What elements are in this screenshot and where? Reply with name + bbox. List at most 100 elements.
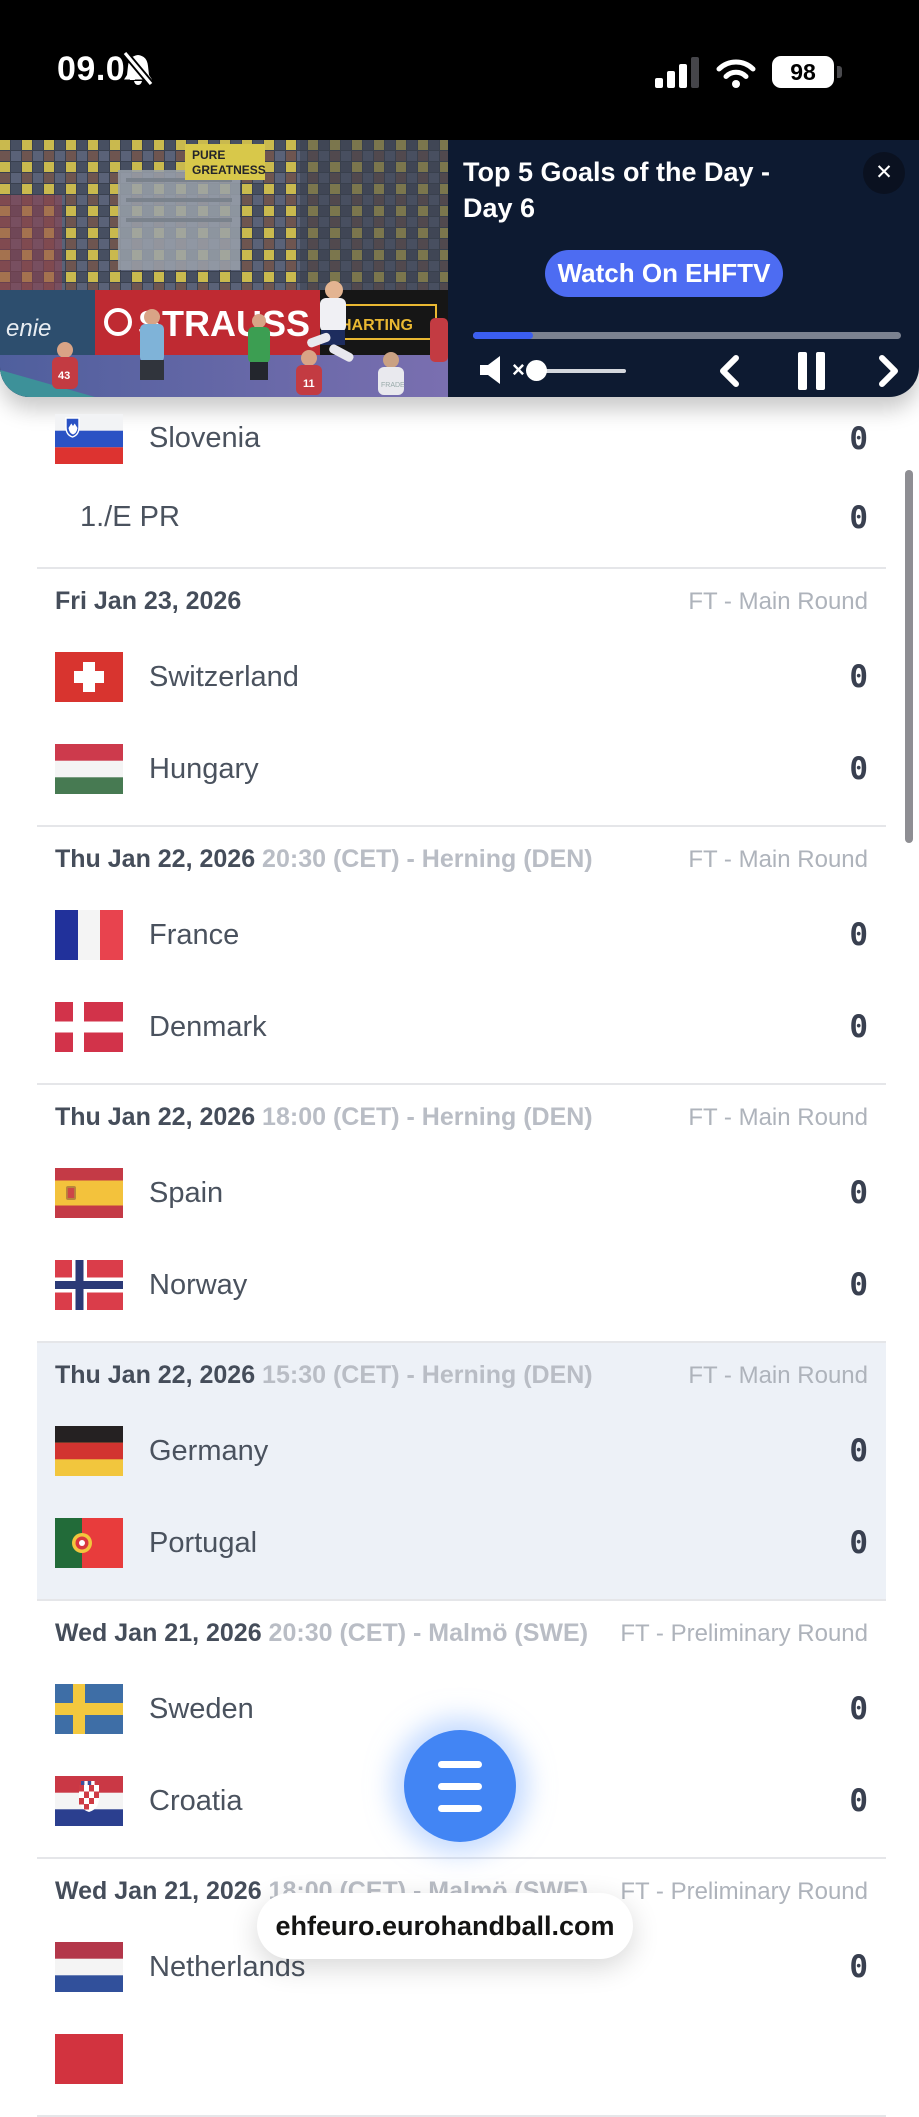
team-row[interactable]: Sweden 0 (55, 1663, 868, 1755)
scrollbar-thumb[interactable] (905, 470, 913, 843)
team-row[interactable]: Portugal 0 (55, 1497, 868, 1589)
team-score: 0 (849, 1175, 868, 1211)
match-time-venue: 20:30 (CET) - Herning (DEN) (255, 845, 593, 873)
next-icon[interactable] (876, 354, 902, 388)
team-flag-icon (55, 1426, 123, 1476)
match-status: FT - Preliminary Round (620, 1620, 868, 1647)
team-name: Croatia (149, 1784, 243, 1817)
match-header: Wed Jan 21, 2026 20:30 (CET) - Malmö (SW… (55, 1619, 868, 1651)
team-flag-icon (55, 652, 123, 702)
team-score: 0 (849, 659, 868, 695)
team-row[interactable]: 1./E PR 0 (55, 478, 868, 557)
svg-text:STRAUSS: STRAUSS (138, 303, 310, 344)
team-score: 0 (849, 1949, 868, 1985)
team-row[interactable]: Norway 0 (55, 1239, 868, 1331)
match-time-venue: 15:30 (CET) - Herning (DEN) (255, 1361, 593, 1389)
team-name: Germany (149, 1434, 269, 1467)
team-flag-icon (55, 1942, 123, 1992)
close-icon[interactable]: ✕ (863, 152, 905, 194)
team-name: Hungary (149, 752, 259, 785)
svg-text:11: 11 (303, 378, 315, 390)
video-title: Top 5 Goals of the Day - Day 6 (463, 157, 771, 223)
match-header: Fri Jan 23, 2026 FT - Main Round (55, 587, 868, 619)
team-row[interactable]: Slovenia 0 (55, 399, 868, 478)
team-row[interactable]: Switzerland 0 (55, 631, 868, 723)
team-flag-icon (55, 1684, 123, 1734)
volume-slider[interactable] (536, 369, 626, 373)
team-score: 0 (849, 1691, 868, 1727)
match-header: Thu Jan 22, 2026 15:30 (CET) - Herning (… (55, 1361, 868, 1393)
match-status: FT - Main Round (688, 1104, 868, 1131)
team-flag-icon (55, 744, 123, 794)
team-flag-icon (55, 1518, 123, 1568)
team-flag-icon (55, 2034, 123, 2084)
team-name: Spain (149, 1176, 224, 1209)
match-status: FT - Preliminary Round (620, 1878, 868, 1905)
match-section: Slovenia 0 1./E PR 0 (37, 397, 886, 569)
match-header: Thu Jan 22, 2026 20:30 (CET) - Herning (… (55, 845, 868, 877)
match-date: Thu Jan 22, 2026 15:30 (CET) - Herning (… (55, 1361, 593, 1389)
match-section: Thu Jan 22, 2026 20:30 (CET) - Herning (… (37, 827, 886, 1085)
team-row[interactable]: Netherlands 0 (55, 1921, 868, 2013)
url-pill[interactable]: ehfeuro.eurohandball.com (257, 1893, 633, 1959)
video-progress-fill (473, 332, 533, 339)
mute-speaker-icon[interactable] (478, 354, 510, 386)
match-date: Wed Jan 21, 2026 20:30 (CET) - Malmö (SW… (55, 1619, 589, 1647)
team-row[interactable]: Spain 0 (55, 1147, 868, 1239)
team-name: Denmark (149, 1010, 267, 1043)
team-name: Switzerland (149, 660, 299, 693)
video-overlay-card: PURE GREATNESS enie STRAUSS HARTING 43 (0, 140, 919, 397)
team-name: 1./E PR (80, 501, 180, 533)
match-section: Wed Jan 21, 2026 20:30 (CET) - Malmö (SW… (37, 1601, 886, 1859)
wifi-icon (716, 59, 756, 88)
previous-icon[interactable] (716, 354, 742, 388)
team-score: 0 (849, 499, 868, 536)
team-row[interactable] (55, 2013, 868, 2105)
match-list: Slovenia 0 1./E PR 0 Fri Jan 23, 2026 FT - Ma… (37, 397, 886, 2117)
battery-nub (837, 66, 842, 78)
team-name: France (149, 918, 240, 951)
video-panel: Top 5 Goals of the Day - Day 6 ✕ Watch O… (448, 140, 919, 397)
match-date: Thu Jan 22, 2026 20:30 (CET) - Herning (… (55, 845, 593, 873)
team-row[interactable]: Germany 0 (55, 1405, 868, 1497)
team-score: 0 (849, 751, 868, 787)
team-flag-icon (55, 910, 123, 960)
video-controls: × (448, 348, 919, 395)
video-progress-bar[interactable] (473, 332, 901, 339)
svg-text:PURE: PURE (192, 148, 225, 162)
volume-knob[interactable] (526, 360, 547, 381)
team-name: Sweden (149, 1692, 254, 1725)
match-section: Thu Jan 22, 2026 15:30 (CET) - Herning (… (37, 1343, 886, 1601)
match-status: FT - Main Round (688, 846, 868, 873)
match-date: Fri Jan 23, 2026 (55, 587, 242, 615)
match-section: Fri Jan 23, 2026 FT - Main Round Switzerla… (37, 569, 886, 827)
svg-text:HARTING: HARTING (340, 317, 413, 334)
menu-fab-button[interactable] (404, 1730, 516, 1842)
match-date: Thu Jan 22, 2026 18:00 (CET) - Herning (… (55, 1103, 593, 1131)
match-status: FT - Main Round (688, 1362, 868, 1389)
pause-icon[interactable] (796, 352, 828, 390)
team-row[interactable]: Croatia 0 (55, 1755, 868, 1847)
cellular-signal-icon (655, 57, 699, 88)
team-flag-icon (55, 1260, 123, 1310)
team-score: 0 (849, 917, 868, 953)
team-row[interactable]: France 0 (55, 889, 868, 981)
team-row[interactable]: Denmark 0 (55, 981, 868, 1073)
watch-on-ehftv-button[interactable]: Watch On EHFTV (545, 250, 783, 297)
mute-x-icon: × (512, 357, 525, 382)
team-score: 0 (849, 1525, 868, 1561)
team-flag-icon (55, 1168, 123, 1218)
match-header: Thu Jan 22, 2026 18:00 (CET) - Herning (… (55, 1103, 868, 1135)
notifications-off-icon (122, 52, 154, 86)
svg-text:43: 43 (58, 370, 70, 382)
team-name: Norway (149, 1268, 248, 1301)
match-section: Thu Jan 22, 2026 18:00 (CET) - Herning (… (37, 1085, 886, 1343)
team-score: 0 (849, 1009, 868, 1045)
video-thumbnail[interactable]: PURE GREATNESS enie STRAUSS HARTING 43 (0, 140, 448, 397)
battery-icon: 98 (772, 56, 834, 88)
team-name: Portugal (149, 1526, 258, 1559)
team-score: 0 (849, 1267, 868, 1303)
svg-text:FRADE: FRADE (381, 382, 405, 389)
svg-text:enie: enie (6, 315, 51, 342)
team-row[interactable]: Hungary 0 (55, 723, 868, 815)
